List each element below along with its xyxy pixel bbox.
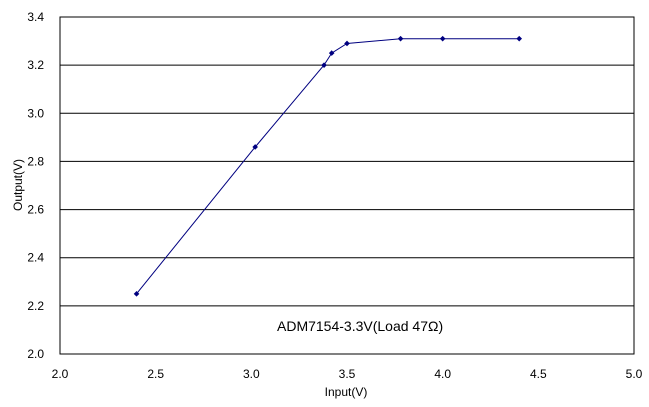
x-tick-label: 2.0 <box>52 367 69 381</box>
y-tick-label: 2.2 <box>27 299 44 313</box>
x-tick-label: 4.0 <box>434 367 451 381</box>
series-line <box>136 38 520 295</box>
data-point <box>328 50 335 56</box>
series-group <box>133 35 522 297</box>
gridlines <box>60 64 634 307</box>
x-tick-label: 3.0 <box>243 367 260 381</box>
x-tick-label: 2.5 <box>147 367 164 381</box>
data-point <box>344 40 350 47</box>
x-tick-label: 4.5 <box>530 367 547 381</box>
data-point <box>133 291 140 297</box>
y-tick-label: 2.6 <box>27 203 44 217</box>
data-point <box>252 144 258 150</box>
y-tick-label: 3.2 <box>27 58 44 72</box>
data-point <box>321 62 327 68</box>
x-tick-label: 3.5 <box>339 367 356 381</box>
data-point <box>516 35 522 42</box>
plot-area-frame <box>59 16 635 355</box>
y-axis-title: Output(V) <box>11 159 25 211</box>
y-tick-label: 3.0 <box>27 106 44 120</box>
data-point <box>397 35 404 42</box>
chart-annotation: ADM7154-3.3V(Load 47Ω) <box>277 318 443 334</box>
y-tick-label: 3.4 <box>27 10 44 24</box>
data-point <box>439 35 446 42</box>
x-axis-title: Input(V) <box>325 385 368 399</box>
x-tick-label: 5.0 <box>626 367 643 381</box>
y-tick-label: 2.8 <box>27 154 44 168</box>
y-tick-label: 2.0 <box>27 347 44 361</box>
y-tick-label: 2.4 <box>27 251 44 265</box>
x-tick-labels: 2.0 2.5 3.0 3.5 4.0 4.5 5.0 <box>52 367 643 381</box>
y-tick-labels: 2.0 2.2 2.4 2.6 2.8 3.0 3.2 3.4 <box>27 10 44 361</box>
